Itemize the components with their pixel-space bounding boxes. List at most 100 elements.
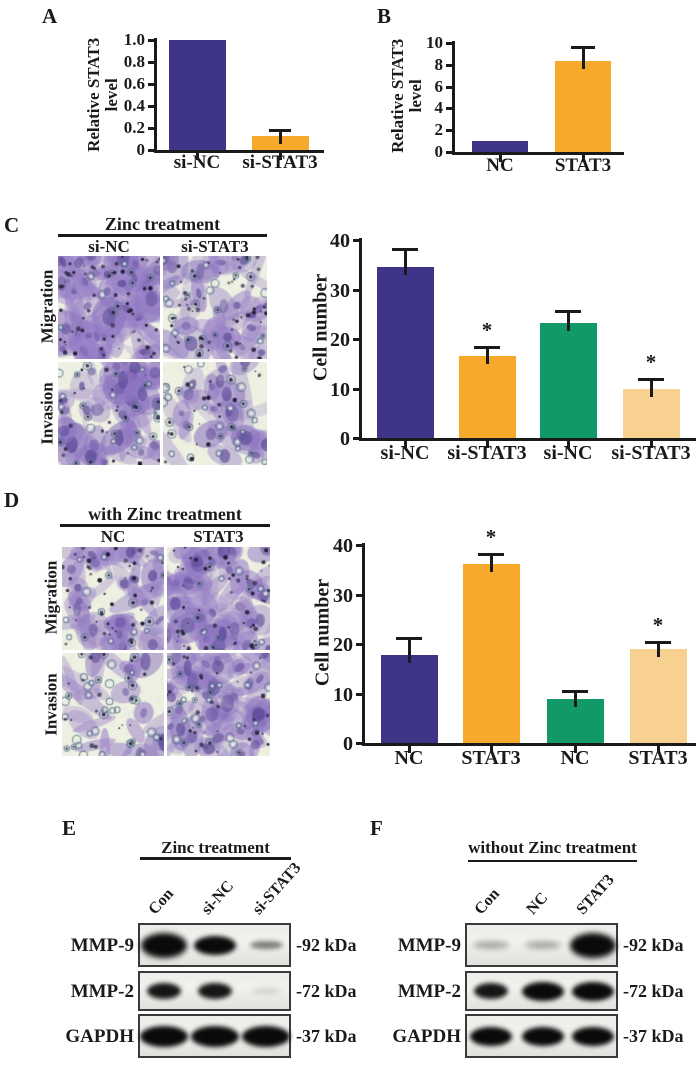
panel-c-label: C — [4, 213, 20, 237]
x-tick — [407, 746, 411, 753]
y-tick-label: 0 — [434, 142, 444, 161]
blot-strip — [138, 1014, 291, 1058]
bar — [555, 60, 611, 152]
micrograph-c-migration-si-nc — [58, 256, 160, 359]
x-tick — [649, 441, 653, 448]
y-tick-label: 0.6 — [123, 74, 145, 93]
y-tick-label: 30 — [333, 584, 353, 607]
y-tick — [356, 593, 363, 597]
y-tick-label: 8 — [434, 54, 444, 74]
protein-band — [141, 932, 187, 958]
y-tick — [356, 643, 363, 646]
error-bar-line — [656, 641, 660, 658]
category-label: NC — [560, 747, 590, 769]
x-axis — [452, 152, 624, 155]
category-label: si-NC — [173, 152, 221, 173]
blot-strip — [465, 1014, 618, 1058]
x-tick — [485, 441, 489, 448]
x-tick — [581, 155, 585, 162]
error-bar-line — [278, 129, 282, 144]
error-bar-line — [485, 347, 489, 365]
x-tick — [566, 441, 570, 448]
y-tick — [446, 85, 453, 89]
panel-d-header-rule — [60, 524, 270, 527]
category-label: STAT3 — [461, 747, 521, 769]
x-axis — [359, 438, 696, 441]
blot-row-label: GAPDH — [65, 1026, 134, 1047]
y-tick-label: 20 — [330, 329, 350, 351]
y-tick-label: 0.8 — [123, 52, 145, 71]
category-label: NC — [486, 155, 514, 176]
y-tick — [356, 742, 363, 745]
protein-band — [572, 981, 614, 1001]
category-label: si-STAT3 — [611, 442, 691, 464]
category-label: STAT3 — [628, 747, 688, 769]
x-tick — [498, 155, 502, 162]
error-bar-line — [649, 379, 653, 397]
error-bar-line — [403, 248, 407, 276]
panel-a-label: A — [42, 4, 58, 28]
y-tick — [353, 288, 360, 292]
y-tick-label: 40 — [330, 230, 350, 252]
y-tick — [148, 105, 155, 108]
y-tick-label: 1.0 — [123, 30, 145, 49]
micrograph-d-migration-stat3 — [167, 547, 270, 650]
y-tick-label: 10 — [426, 33, 443, 52]
x-tick — [195, 153, 199, 160]
panel-f-blot-header: without Zinc treatment — [445, 838, 660, 862]
category-label: si-NC — [380, 442, 430, 464]
error-bar-line — [407, 638, 411, 663]
bar — [539, 323, 597, 438]
panel-c-col-si-nc: si-NC — [88, 237, 130, 256]
blot-strip — [465, 971, 618, 1011]
protein-band — [242, 1025, 290, 1047]
protein-band — [249, 941, 283, 949]
blot-strip — [138, 923, 291, 967]
error-bar-line — [566, 311, 570, 332]
y-tick-label: 6 — [434, 76, 444, 96]
blot-row-label: MMP-9 — [70, 935, 134, 956]
blot-row-label: GAPDH — [392, 1026, 461, 1047]
y-tick — [148, 127, 155, 130]
lane-label: STAT3 — [573, 871, 618, 918]
blot-strip — [465, 923, 618, 967]
error-bar-line — [581, 47, 585, 69]
panel-e-label: E — [62, 816, 77, 840]
protein-band — [474, 983, 508, 999]
bar — [458, 356, 516, 438]
error-bar-cap — [562, 689, 588, 693]
lane-label: NC — [523, 889, 552, 918]
y-tick — [353, 338, 360, 341]
protein-band — [473, 941, 509, 949]
y-tick-label: 10 — [333, 683, 353, 706]
protein-band — [251, 988, 281, 994]
y-tick — [446, 42, 453, 45]
kda-label: -72 kDa — [623, 981, 684, 1001]
error-bar-line — [489, 553, 493, 572]
bar — [462, 563, 520, 743]
x-tick — [656, 746, 660, 753]
protein-band — [572, 1026, 614, 1046]
micrograph-d-invasion-nc — [62, 653, 164, 756]
panel-d-micro-header: with Zinc treatment — [88, 504, 242, 524]
bar — [629, 649, 687, 743]
category-label: STAT3 — [554, 155, 612, 176]
panel-d-label: D — [4, 488, 20, 512]
category-label: si-STAT3 — [242, 152, 318, 173]
protein-band — [198, 983, 232, 999]
y-axis — [154, 38, 157, 153]
protein-band — [194, 935, 236, 955]
blot-row-label: MMP-2 — [70, 981, 134, 1002]
panel-e-blot-header: Zinc treatment — [161, 838, 270, 857]
protein-band — [570, 932, 616, 958]
kda-label: -92 kDa — [296, 935, 357, 955]
y-tick — [356, 544, 363, 547]
y-axis — [359, 238, 362, 441]
y-tick-label: 10 — [330, 378, 350, 401]
panel-e-header-rule — [140, 857, 291, 860]
panel-d-col-nc: NC — [100, 527, 126, 546]
